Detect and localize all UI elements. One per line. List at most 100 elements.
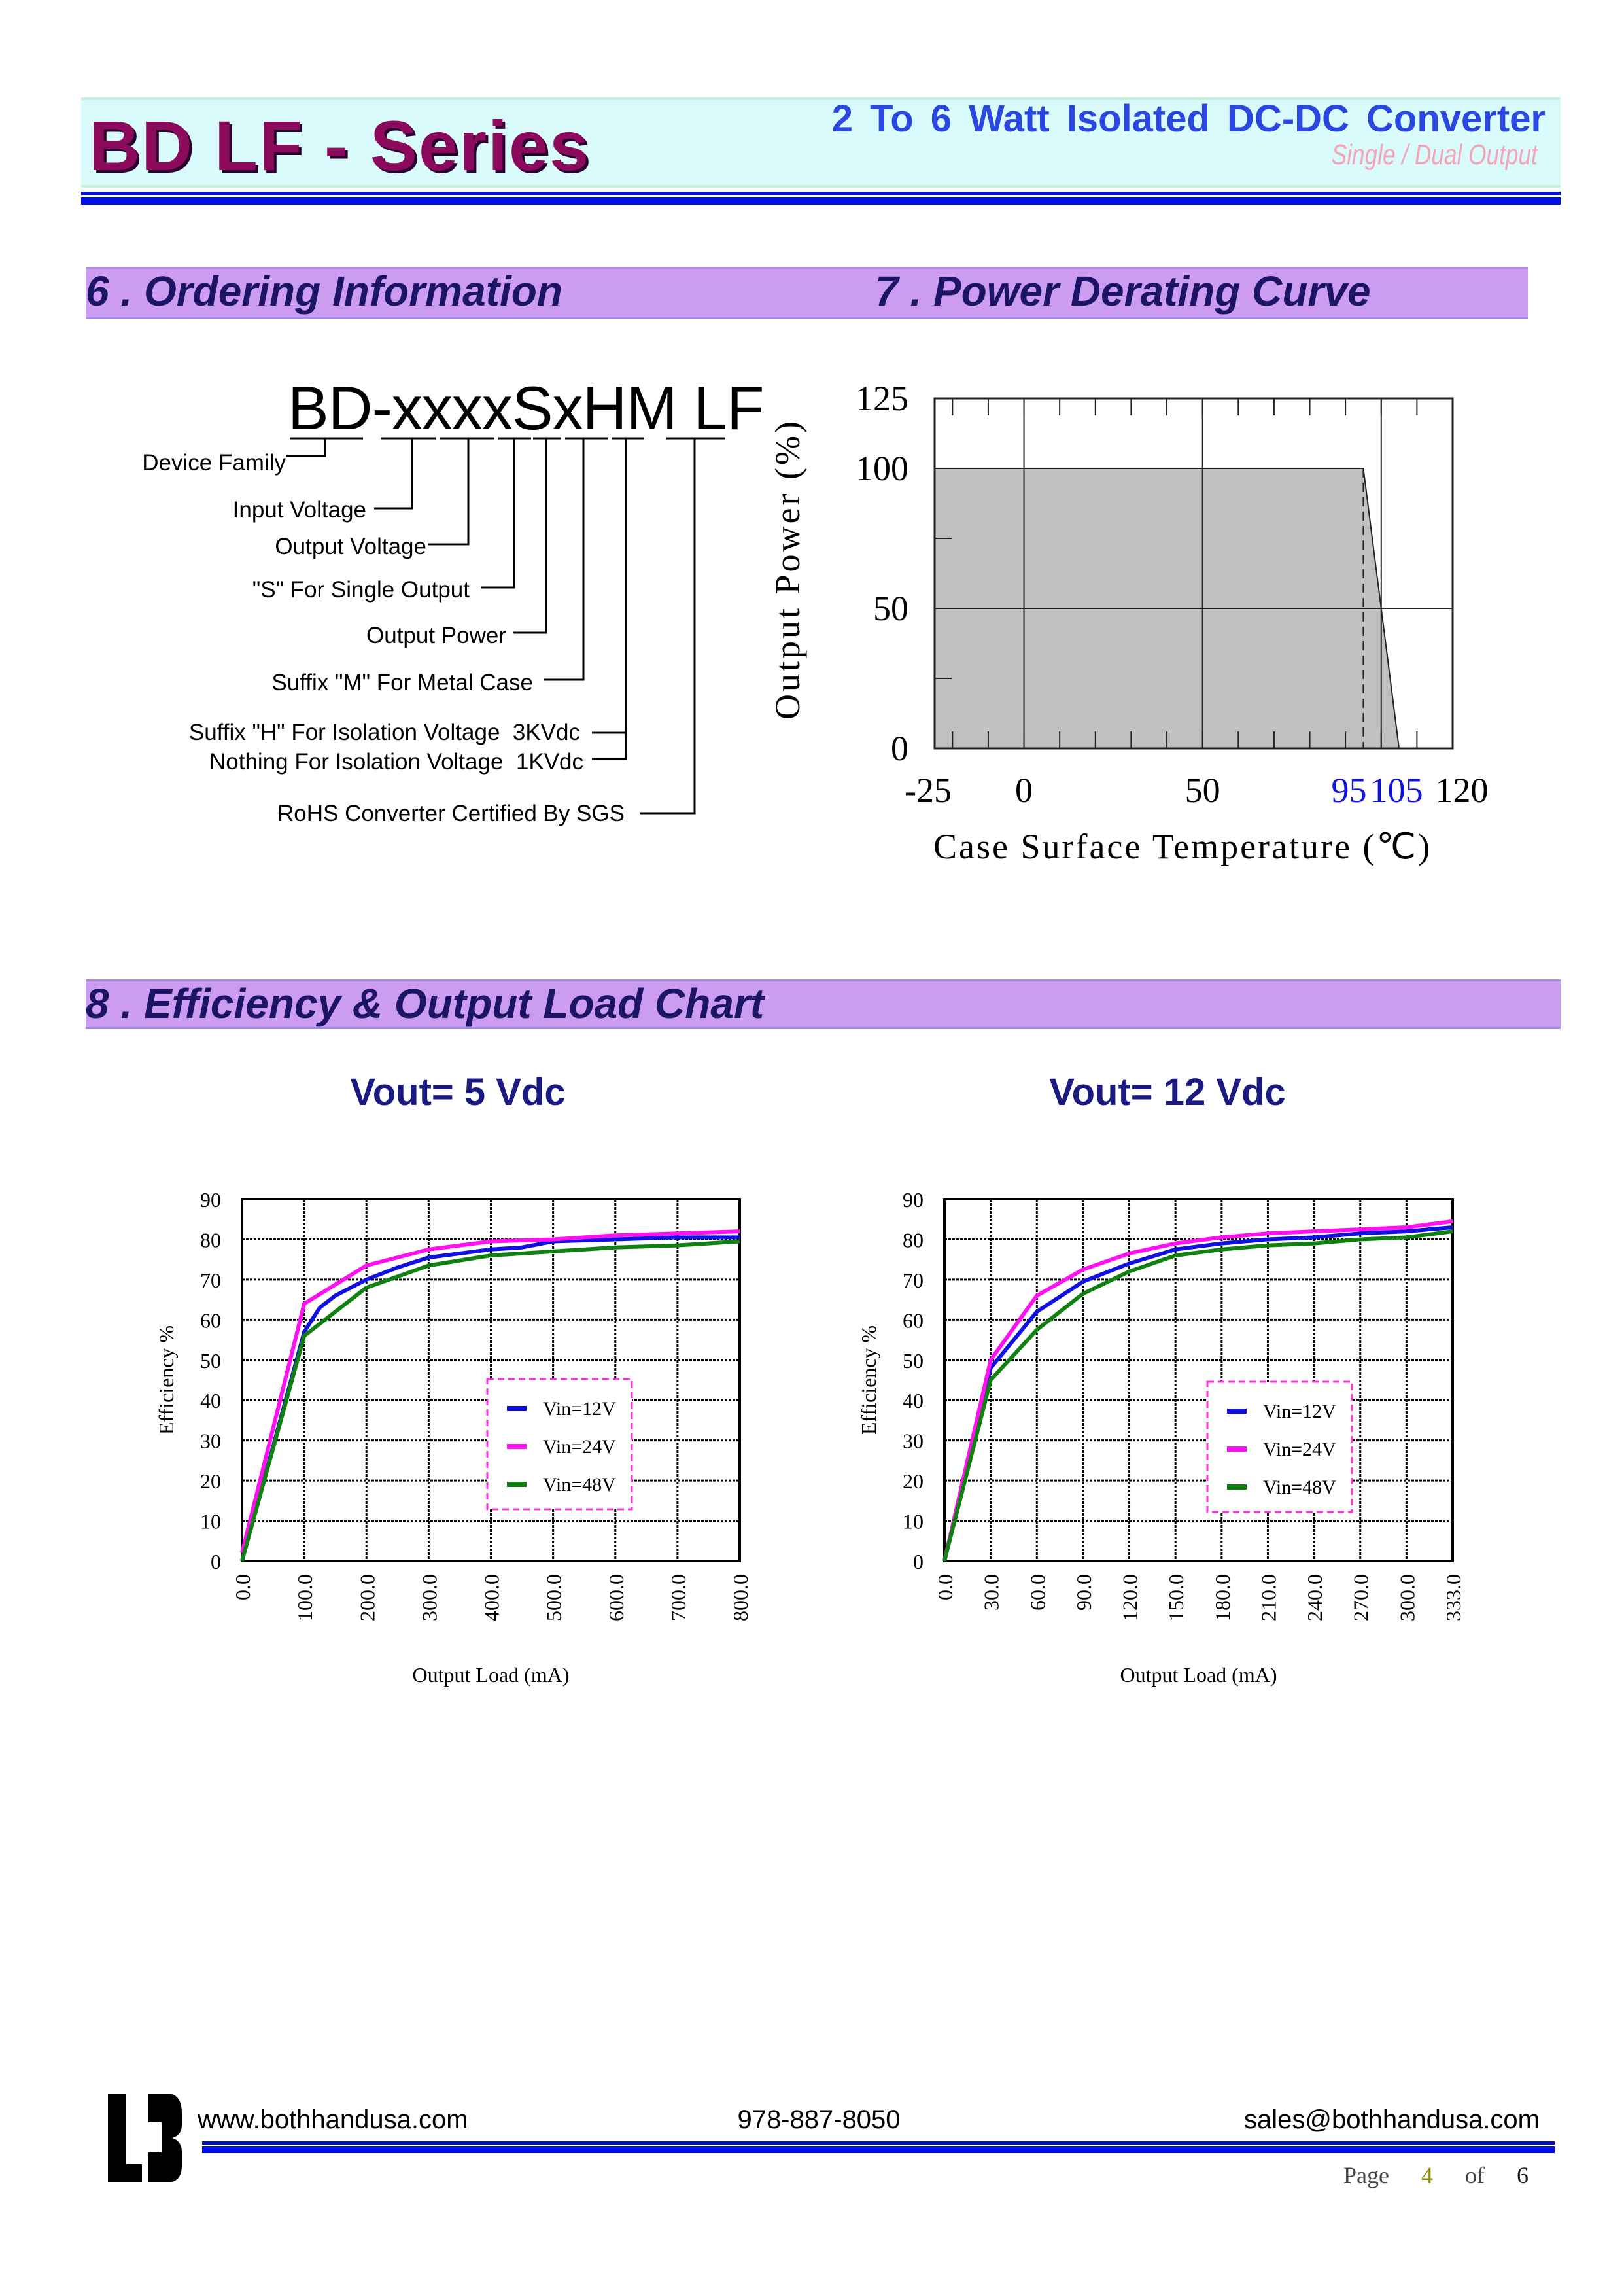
part-number-code: BD-xxxxSxHM LF	[288, 374, 765, 442]
legend-label: Vin=24V	[1263, 1439, 1336, 1460]
page-total: 6	[1516, 2162, 1529, 2188]
x-tick-label: 200.0	[355, 1574, 379, 1621]
label-single-output: "S" For Single Output	[252, 577, 470, 603]
page-of: of	[1464, 2162, 1485, 2188]
x-tick-label: 180.0	[1211, 1574, 1234, 1621]
label-output-voltage: Output Voltage	[275, 534, 426, 559]
y-tick-label: 20	[903, 1469, 924, 1493]
phone-number: 978-887-8050	[737, 2105, 901, 2134]
website-link[interactable]: www.bothhandusa.com	[198, 2105, 468, 2134]
series-line-vin-24v	[942, 1219, 1453, 1562]
y-tick-label: 80	[903, 1228, 924, 1252]
chart-title-5v: Vout= 5 Vdc	[350, 1071, 566, 1113]
derating-y-label: Output Power (%)	[768, 419, 807, 720]
x-tick-label: 210.0	[1256, 1574, 1280, 1621]
label-isolation-3kv: Suffix "H" For Isolation Voltage 3KVdc	[188, 720, 580, 745]
x-tick-label: 120	[1436, 771, 1489, 810]
y-tick-label: 40	[903, 1389, 924, 1412]
y-tick-label: 90	[200, 1188, 221, 1212]
section-efficiency-heading: 8 . Efficiency & Output Load Chart	[86, 980, 765, 1027]
y-tick-label: 40	[200, 1389, 221, 1412]
plot-frame	[241, 1198, 741, 1562]
legend-label: Vin=24V	[543, 1436, 616, 1458]
x-tick-label: 300.0	[1395, 1574, 1419, 1621]
y-tick-label: 70	[200, 1269, 221, 1292]
x-tick-label: 50	[1185, 771, 1220, 810]
y-tick-label: 50	[200, 1349, 221, 1373]
series-line-vin-12v	[240, 1235, 740, 1562]
footer-rule-thick	[202, 2146, 1555, 2153]
series-line-vin-12v	[942, 1225, 1453, 1562]
x-tick-label: 333.0	[1442, 1574, 1465, 1621]
section-ordering-heading: 6 . Ordering Information	[86, 268, 562, 315]
x-tick-label: 0	[1015, 771, 1033, 810]
section-bar-6-7	[86, 267, 1528, 319]
series-line-vin-48v	[942, 1229, 1453, 1562]
legend-label: Vin=48V	[543, 1474, 616, 1496]
y-tick-label: 90	[903, 1188, 924, 1212]
y-tick-label: 50	[873, 589, 908, 628]
y-axis-label: Efficiency %	[154, 1325, 178, 1435]
y-tick-label: 30	[903, 1429, 924, 1453]
y-tick-label: 0	[891, 729, 908, 768]
efficiency-chart-5v: 0.0 100.0 200.0 300.0 400.0 500.0 600.0 700.0 80…	[154, 1188, 752, 1687]
x-tick-label: 100.0	[293, 1574, 317, 1621]
x-tick-label: 150.0	[1164, 1574, 1188, 1621]
x-axis-label: Output Load (mA)	[413, 1663, 570, 1687]
y-tick-label: 100	[855, 449, 908, 488]
x-tick-label: -25	[905, 771, 952, 810]
plot-frame	[943, 1198, 1454, 1562]
email-link[interactable]: sales@bothhandusa.com	[1244, 2105, 1540, 2134]
series-title: BD LF - Series	[89, 106, 591, 185]
y-tick-label: 0	[211, 1550, 221, 1573]
header-banner	[81, 97, 1561, 188]
footer-rule-thin	[202, 2141, 1555, 2145]
x-axis-label: Output Load (mA)	[1120, 1663, 1277, 1687]
y-axis-label: Efficiency %	[857, 1325, 880, 1435]
section-bar-8	[86, 979, 1561, 1029]
label-output-power: Output Power	[366, 623, 506, 648]
legend-label: Vin=12V	[1263, 1401, 1336, 1422]
x-tick-label: 0.0	[933, 1574, 957, 1600]
product-subtitle: 2 To 6 Watt Isolated DC-DC Converter	[831, 97, 1546, 140]
section-derating-heading: 7 . Power Derating Curve	[875, 268, 1371, 315]
x-tick-label: 60.0	[1026, 1574, 1049, 1611]
y-tick-label: 50	[903, 1349, 924, 1373]
x-tick-label: 400.0	[480, 1574, 504, 1621]
x-tick-label: 120.0	[1118, 1574, 1142, 1621]
legend-label: Vin=12V	[543, 1398, 616, 1420]
page-current: 4	[1421, 2162, 1433, 2188]
x-tick-label: 0.0	[231, 1574, 254, 1600]
y-tick-label: 60	[903, 1308, 924, 1332]
x-tick-label: 95	[1331, 771, 1366, 810]
x-tick-label: 500.0	[542, 1574, 566, 1621]
label-rohs: RoHS Converter Certified By SGS	[277, 801, 625, 826]
x-tick-label: 90.0	[1072, 1574, 1096, 1611]
y-tick-label: 125	[855, 379, 908, 418]
x-tick-label: 600.0	[604, 1574, 628, 1621]
bothhand-logo	[108, 2094, 182, 2182]
chart-title-12v: Vout= 12 Vdc	[1049, 1071, 1286, 1113]
header-rule-thick	[81, 197, 1561, 205]
series-line-vin-48v	[240, 1239, 740, 1562]
label-metal-case: Suffix "M" For Metal Case	[271, 670, 533, 695]
legend-label: Vin=48V	[1263, 1477, 1336, 1498]
plot-frame	[933, 397, 1454, 750]
x-tick-label: 300.0	[417, 1574, 441, 1621]
label-input-voltage: Input Voltage	[232, 497, 366, 523]
y-tick-label: 0	[913, 1550, 924, 1573]
label-isolation-1kv: Nothing For Isolation Voltage 1KVdc	[209, 749, 583, 775]
series-line-vin-24v	[240, 1229, 740, 1554]
header-rule-thin	[81, 192, 1561, 195]
x-tick-label: 270.0	[1349, 1574, 1373, 1621]
y-tick-label: 70	[903, 1269, 924, 1292]
y-tick-label: 20	[200, 1469, 221, 1493]
y-tick-label: 30	[200, 1429, 221, 1453]
y-tick-label: 10	[903, 1510, 924, 1533]
page-indicator: Page 4 of 6	[1343, 2162, 1529, 2189]
derating-x-label: Case Surface Temperature (℃)	[933, 827, 1432, 866]
x-tick-label: 105	[1370, 771, 1423, 810]
x-tick-label: 30.0	[980, 1574, 1003, 1611]
y-tick-label: 10	[200, 1510, 221, 1533]
